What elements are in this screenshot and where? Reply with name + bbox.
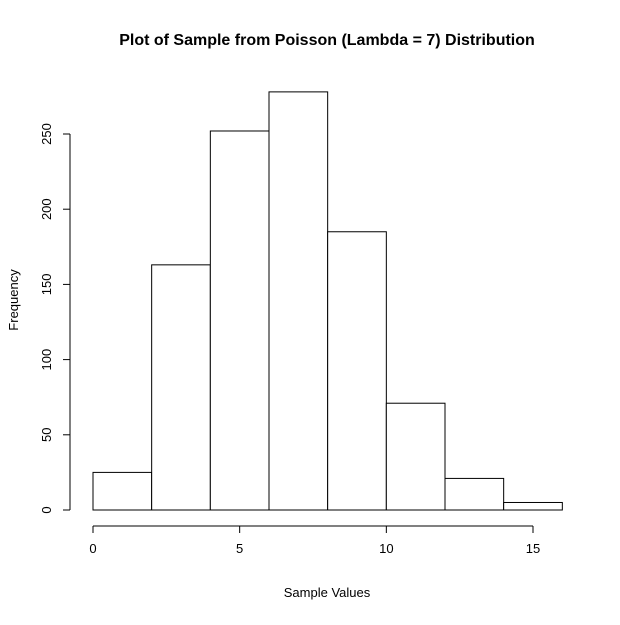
chart-title: Plot of Sample from Poisson (Lambda = 7)… — [119, 32, 535, 49]
histogram-bar — [327, 231, 387, 511]
x-tick-label: 10 — [379, 541, 393, 556]
y-tick-label: 200 — [39, 198, 54, 220]
x-axis-label: Sample Values — [284, 585, 371, 600]
y-tick-label: 0 — [39, 506, 54, 513]
histogram-bar — [503, 501, 563, 511]
y-tick-label: 100 — [39, 349, 54, 371]
x-tick-label: 5 — [236, 541, 243, 556]
y-tick-label: 250 — [39, 123, 54, 145]
histogram-bar — [151, 264, 211, 511]
x-tick-label: 0 — [89, 541, 96, 556]
x-tick-label: 15 — [526, 541, 540, 556]
histogram-bar — [268, 91, 329, 511]
histogram-bar — [209, 130, 270, 511]
histogram-bar — [385, 402, 446, 511]
y-tick-label: 150 — [39, 274, 54, 296]
histogram-bar — [92, 471, 153, 511]
histogram-bar — [444, 477, 505, 511]
y-axis-label: Frequency — [6, 269, 21, 331]
y-tick-label: 50 — [39, 428, 54, 442]
